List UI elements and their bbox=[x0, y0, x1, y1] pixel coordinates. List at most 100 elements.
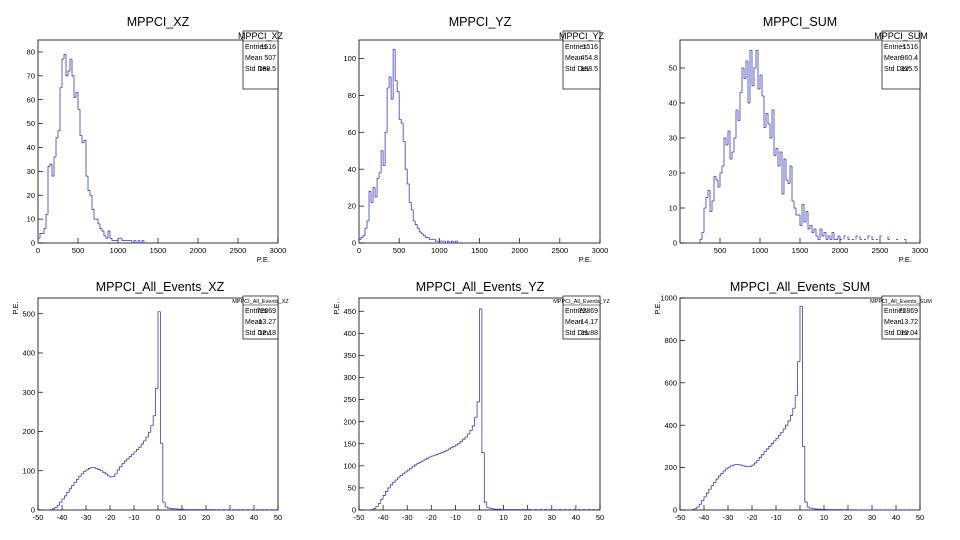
histogram-bin bbox=[408, 183, 412, 203]
histogram-bin bbox=[399, 475, 403, 478]
x-tick-label: 30 bbox=[226, 513, 234, 522]
y-tick-label: 400 bbox=[664, 421, 677, 430]
histogram-bin bbox=[785, 424, 788, 430]
x-tick-label: -40 bbox=[378, 513, 389, 522]
stats-row-value: 12.18 bbox=[258, 330, 276, 337]
stats-box-frame bbox=[881, 295, 921, 340]
plot-title: MPPCI_All_Events_YZ bbox=[416, 280, 545, 294]
histogram-bin bbox=[406, 469, 410, 473]
histogram-bin bbox=[416, 463, 420, 465]
x-tick-label: -20 bbox=[105, 513, 116, 522]
histogram-bin bbox=[855, 235, 858, 240]
y-axis-label: P.E. bbox=[332, 301, 341, 314]
histogram-bin bbox=[167, 506, 170, 509]
x-tick-label: 1500 bbox=[792, 246, 809, 255]
histogram-bin bbox=[811, 225, 814, 233]
histogram-bin bbox=[83, 471, 86, 474]
histogram-bin bbox=[763, 451, 767, 455]
histogram-bin bbox=[462, 438, 466, 442]
stats-row-value: -13.27 bbox=[256, 319, 276, 326]
y-tick-label: 50 bbox=[669, 64, 677, 73]
histogram-series bbox=[37, 53, 145, 244]
x-tick-label: -20 bbox=[426, 513, 437, 522]
histogram-bin bbox=[148, 431, 151, 437]
histogram-bin bbox=[464, 436, 468, 440]
histogram-bin bbox=[54, 507, 58, 509]
histogram-bin bbox=[711, 200, 714, 212]
histogram-bin bbox=[769, 124, 772, 139]
stats-row-label: Entries bbox=[245, 44, 267, 51]
histogram-bin bbox=[793, 201, 796, 209]
x-tick-label: 0 bbox=[477, 513, 481, 522]
histogram-bin bbox=[37, 237, 40, 243]
histogram-bin bbox=[837, 235, 840, 240]
x-tick-label: 2500 bbox=[551, 246, 568, 255]
y-tick-label: 400 bbox=[22, 349, 35, 358]
histogram-bin bbox=[745, 60, 748, 79]
x-tick-label: 0 bbox=[156, 513, 160, 522]
y-axis-label: P.E. bbox=[11, 301, 20, 314]
stats-row-label: Mean bbox=[245, 55, 263, 62]
y-tick-label: 500 bbox=[22, 309, 35, 318]
x-tick-label: 2500 bbox=[872, 246, 889, 255]
histogram-bin bbox=[701, 232, 704, 240]
x-tick-label: 2000 bbox=[190, 246, 207, 255]
histogram-bin bbox=[404, 141, 408, 170]
histogram-bin bbox=[402, 123, 406, 142]
stats-row-value: -14.17 bbox=[578, 319, 598, 326]
stats-row-label: Std Dev bbox=[565, 330, 590, 337]
histogram-bin bbox=[815, 229, 818, 237]
histogram-bin bbox=[418, 228, 422, 233]
histogram-bin bbox=[444, 241, 448, 244]
x-tick-label: -10 bbox=[450, 513, 461, 522]
y-tick-label: 10 bbox=[27, 215, 35, 224]
stats-row-label: Mean bbox=[565, 319, 583, 326]
histogram-bin bbox=[833, 232, 836, 240]
y-tick-label: 150 bbox=[343, 439, 356, 448]
stats-row-value: 1516 bbox=[260, 44, 276, 51]
histogram-bin bbox=[126, 458, 130, 461]
x-tick-label: 10 bbox=[820, 513, 828, 522]
histogram-bin bbox=[831, 232, 834, 240]
x-tick-label: -20 bbox=[747, 513, 758, 522]
histogram-bin bbox=[424, 235, 428, 238]
x-tick-label: 20 bbox=[524, 513, 532, 522]
histogram-bin bbox=[794, 395, 798, 409]
histogram-bin bbox=[117, 237, 120, 241]
histogram-bin bbox=[131, 453, 134, 457]
histogram-bin bbox=[457, 442, 461, 446]
histogram-bin bbox=[155, 387, 158, 416]
histogram-bin bbox=[799, 306, 803, 362]
histogram-bin bbox=[145, 436, 149, 441]
histogram-bin bbox=[412, 209, 416, 222]
histogram-bin bbox=[766, 448, 769, 452]
y-tick-label: 60 bbox=[27, 95, 35, 104]
x-tick-label: 40 bbox=[572, 513, 580, 522]
histogram-bin bbox=[479, 308, 482, 402]
histogram-bin bbox=[699, 239, 702, 243]
y-tick-label: 20 bbox=[348, 202, 356, 211]
histogram-bin bbox=[805, 211, 808, 222]
stats-row-label: Entries bbox=[565, 308, 587, 315]
histogram-panel-1: MPPCI_XZ 0 500 1000 1500 2000 2500 3000 0 10 20 30 4… bbox=[27, 15, 287, 264]
y-tick-label: 40 bbox=[348, 165, 356, 174]
histogram-bin bbox=[696, 506, 700, 509]
histogram-bin bbox=[157, 311, 161, 389]
histogram-bin bbox=[67, 70, 70, 76]
histogram-bin bbox=[414, 464, 417, 467]
histogram-bin bbox=[143, 440, 146, 445]
histogram-bin bbox=[839, 236, 842, 240]
histogram-bin bbox=[53, 156, 56, 177]
histogram-bin bbox=[397, 477, 400, 480]
histogram-bin bbox=[55, 137, 58, 158]
histogram-bin bbox=[389, 484, 393, 488]
histogram-bin bbox=[421, 460, 425, 463]
histogram-bin bbox=[380, 499, 384, 504]
histogram-bin bbox=[843, 235, 846, 240]
histogram-bin bbox=[396, 80, 400, 93]
histogram-bin bbox=[128, 456, 132, 459]
histogram-bin bbox=[362, 235, 366, 238]
histogram-bin bbox=[422, 233, 426, 237]
